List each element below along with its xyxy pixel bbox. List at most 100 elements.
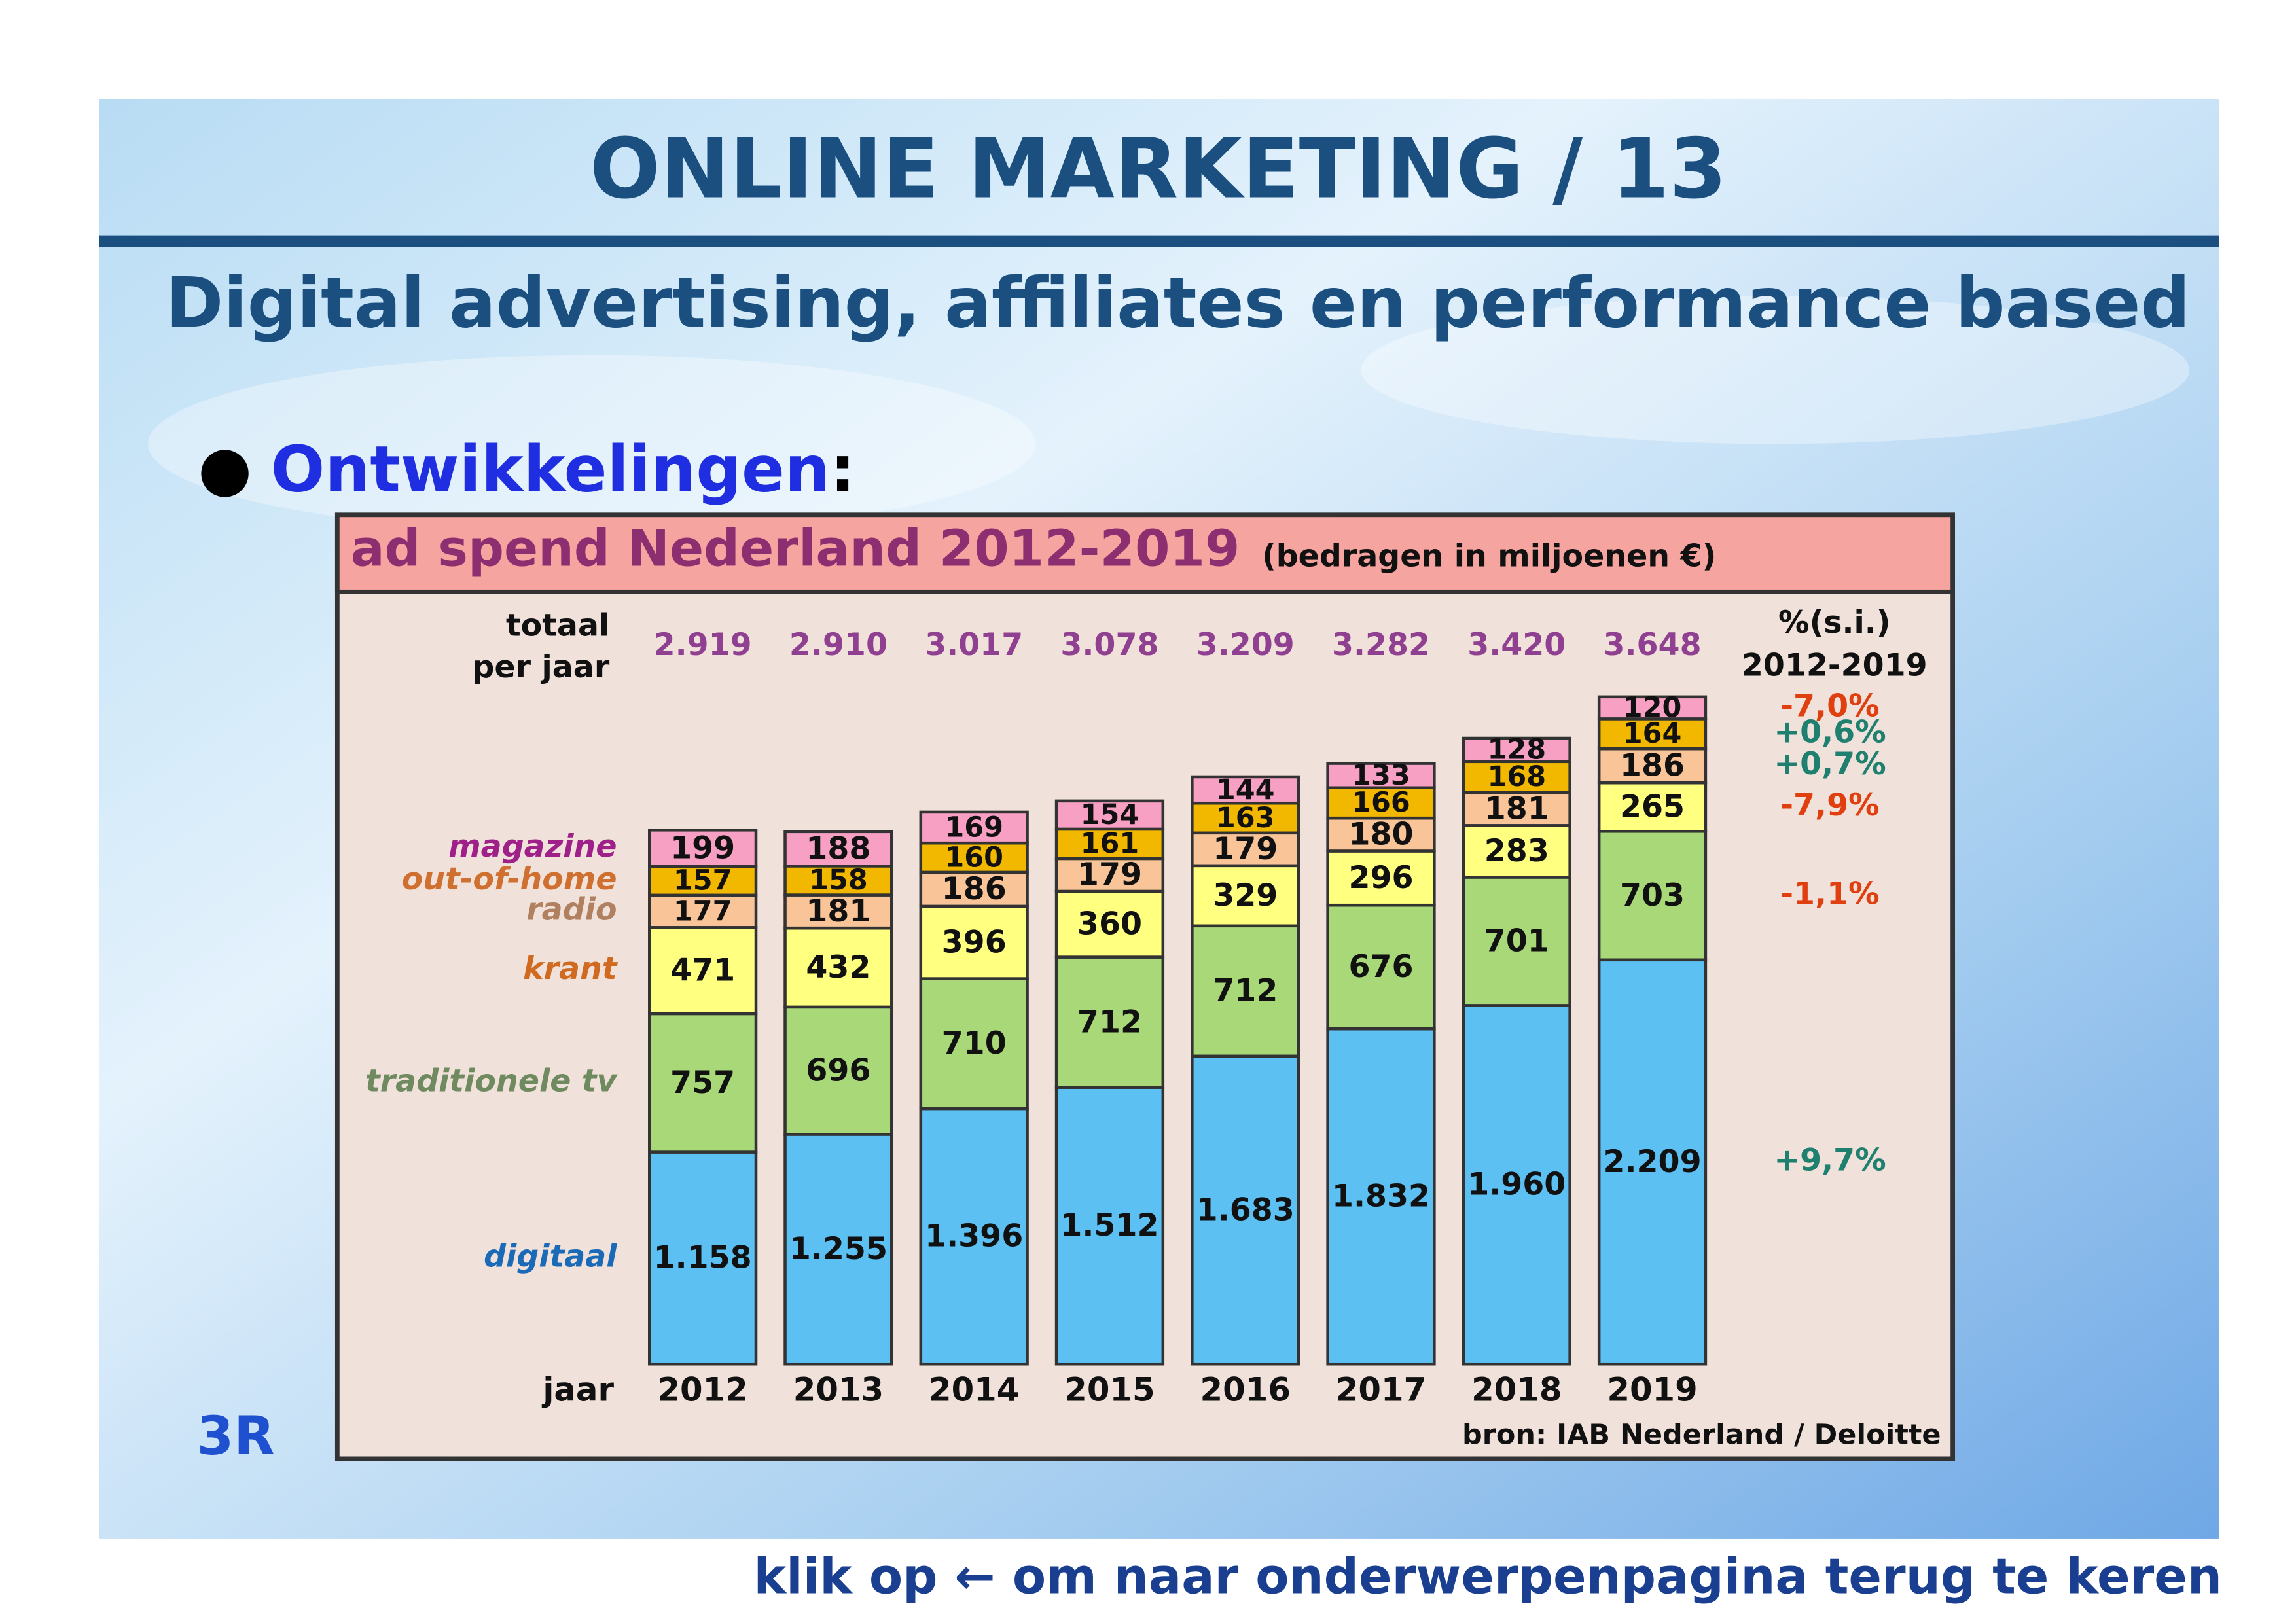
segment-label: 160 (944, 841, 1003, 874)
segment-label: 181 (1484, 791, 1549, 827)
x-tick-label: 2016 (1200, 1371, 1291, 1409)
bar-segment (1597, 958, 1708, 1366)
segment-label: 199 (670, 830, 735, 866)
source: bron: IAB Nederland / Deloitte (1462, 1418, 1941, 1451)
segment-label: 133 (1352, 759, 1410, 792)
bar-segment (1462, 791, 1571, 827)
bar-segment (919, 977, 1029, 1111)
footer-link[interactable]: klik op ← om naar onderwerpenpagina teru… (754, 1548, 2222, 1605)
bar-segment (919, 1107, 1029, 1366)
segment-label: 177 (673, 895, 732, 927)
segment-label: 1.960 (1467, 1167, 1566, 1203)
segment-label: 168 (1487, 760, 1546, 793)
segment-label: 701 (1484, 923, 1549, 959)
bar-segment (783, 926, 893, 1009)
growth-label: -7,0% (1780, 688, 1879, 724)
bar-segment (783, 830, 893, 868)
growth-label: +0,6% (1774, 714, 1886, 750)
segment-label: 265 (1620, 789, 1685, 825)
segment-label: 181 (806, 893, 870, 929)
growth-label: +0,7% (1774, 746, 1886, 782)
segment-label: 188 (806, 830, 870, 866)
legend-label: magazine (448, 829, 617, 865)
segment-label: 712 (1213, 973, 1278, 1009)
segment-label: 120 (1623, 691, 1682, 724)
segment-label: 712 (1077, 1004, 1142, 1040)
segment-label: 1.396 (925, 1218, 1023, 1254)
bar-segment (648, 926, 758, 1016)
segment-label: 154 (1081, 798, 1139, 831)
x-tick-label: 2019 (1607, 1371, 1697, 1409)
segment-label: 186 (942, 871, 1007, 907)
segment-label: 1.255 (789, 1231, 888, 1267)
bar-segment (1054, 799, 1165, 831)
total-value: 3.209 (1196, 627, 1295, 663)
total-value: 3.648 (1603, 627, 1701, 663)
x-tick-label: 2012 (657, 1371, 747, 1409)
segment-label: 179 (1077, 857, 1142, 893)
bar-segment (783, 865, 893, 897)
bar-segment (1326, 816, 1436, 853)
x-axis-label: jaar (541, 1371, 614, 1409)
bar-segment (1191, 924, 1300, 1058)
bar-segment (783, 1133, 893, 1366)
segment-label: 1.683 (1196, 1192, 1295, 1228)
bar-segment (1597, 781, 1708, 833)
segment-label: 166 (1352, 787, 1410, 819)
growth-header: 2012-2019 (1742, 648, 1928, 684)
bar-segment (1326, 849, 1436, 907)
segment-label: 676 (1348, 949, 1413, 985)
segment-label: 158 (809, 864, 868, 897)
x-tick-label: 2015 (1064, 1371, 1155, 1409)
logo: 3R (197, 1405, 275, 1467)
total-label: totaal (506, 608, 609, 644)
bar-segment (919, 904, 1029, 980)
segment-label: 144 (1216, 774, 1275, 806)
x-tick-label: 2018 (1471, 1371, 1562, 1409)
segment-label: 1.158 (654, 1240, 752, 1276)
bar-segment (1054, 1086, 1165, 1366)
segment-label: 757 (670, 1065, 735, 1101)
chart-title: ad spend Nederland 2012-2019 (351, 520, 1240, 578)
bar-segment (1597, 695, 1708, 721)
segment-label: 161 (1081, 827, 1139, 860)
segment-label: 710 (942, 1026, 1007, 1061)
legend-label: digitaal (484, 1238, 617, 1274)
bar-segment (648, 829, 758, 868)
growth-label: -7,9% (1780, 787, 1879, 823)
segment-label: 360 (1077, 906, 1142, 942)
segment-label: 180 (1348, 817, 1413, 853)
x-tick-label: 2017 (1336, 1371, 1426, 1409)
title-rule (99, 235, 2219, 247)
segment-label: 703 (1620, 878, 1685, 914)
segment-label: 186 (1620, 747, 1685, 783)
total-value: 3.078 (1060, 627, 1158, 663)
segment-label: 283 (1484, 833, 1549, 869)
slide-subtitle: Digital advertising, affiliates en perfo… (166, 263, 2190, 344)
bar-segment (648, 1150, 758, 1366)
segment-label: 696 (806, 1052, 870, 1088)
segment-label: 1.512 (1060, 1207, 1158, 1243)
total-value: 3.282 (1332, 627, 1430, 663)
legend-label: radio (526, 892, 617, 928)
segment-label: 2.209 (1603, 1144, 1701, 1180)
bar-segment (1462, 876, 1571, 1007)
total-value: 2.919 (654, 627, 752, 663)
segment-label: 163 (1216, 802, 1275, 834)
total-value: 3.017 (925, 627, 1023, 663)
bullet-word: Ontwikkelingen (271, 432, 830, 506)
bar-segment (1054, 955, 1165, 1089)
bar-segment (1462, 760, 1571, 794)
chart-header (334, 512, 1955, 594)
segment-label: 329 (1213, 878, 1278, 914)
bar-segment (1597, 747, 1708, 785)
chart-subtitle: (bedragen in miljoenen €) (1262, 538, 1716, 574)
bar-segment (648, 893, 758, 929)
segment-label: 164 (1623, 717, 1682, 750)
bullet-dot (201, 450, 249, 497)
legend-label: out-of-home (402, 861, 617, 897)
segment-label: 179 (1213, 831, 1278, 867)
x-tick-label: 2013 (793, 1371, 884, 1409)
growth-label: +9,7% (1774, 1142, 1886, 1178)
bar-segment (919, 810, 1029, 845)
